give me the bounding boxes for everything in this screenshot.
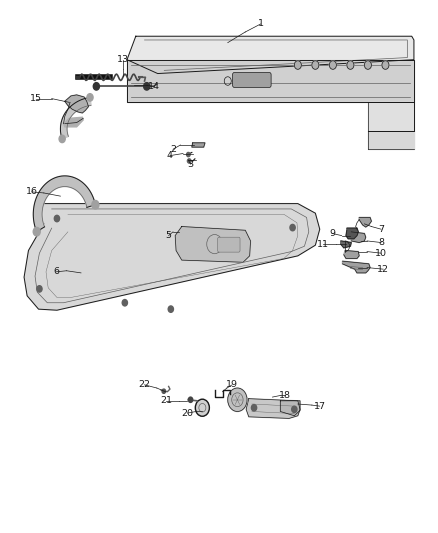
Polygon shape [343, 261, 370, 273]
Circle shape [37, 286, 42, 292]
Circle shape [292, 406, 297, 413]
Polygon shape [192, 143, 205, 147]
Polygon shape [60, 98, 91, 139]
Polygon shape [246, 399, 300, 418]
Polygon shape [33, 176, 95, 232]
Polygon shape [341, 241, 351, 248]
Polygon shape [346, 228, 358, 239]
Circle shape [347, 61, 354, 69]
Circle shape [329, 61, 336, 69]
Text: 12: 12 [377, 265, 389, 273]
Polygon shape [359, 217, 371, 227]
Polygon shape [64, 117, 83, 127]
Circle shape [364, 61, 371, 69]
Polygon shape [127, 36, 414, 74]
Text: 8: 8 [378, 238, 384, 247]
Text: 18: 18 [279, 391, 291, 400]
Polygon shape [24, 204, 320, 310]
Circle shape [162, 389, 166, 393]
Text: 15: 15 [30, 94, 42, 103]
Text: 10: 10 [375, 249, 387, 257]
Text: 7: 7 [378, 225, 384, 233]
Circle shape [187, 152, 190, 157]
Text: 17: 17 [314, 402, 326, 410]
Circle shape [59, 135, 65, 143]
Text: 14: 14 [148, 82, 160, 91]
Text: 21: 21 [160, 397, 173, 405]
Text: 5: 5 [166, 231, 172, 240]
Text: 1: 1 [258, 20, 264, 28]
Polygon shape [175, 227, 251, 262]
Polygon shape [127, 60, 414, 102]
Polygon shape [368, 102, 414, 131]
Circle shape [188, 397, 193, 402]
Text: 11: 11 [317, 240, 329, 248]
Circle shape [382, 61, 389, 69]
Circle shape [87, 94, 93, 101]
Circle shape [122, 300, 127, 306]
Circle shape [251, 405, 257, 411]
Text: 3: 3 [187, 160, 194, 168]
Circle shape [54, 215, 60, 222]
Text: 22: 22 [138, 381, 151, 389]
Text: 4: 4 [167, 151, 173, 160]
FancyBboxPatch shape [233, 72, 271, 87]
Polygon shape [65, 95, 88, 113]
Polygon shape [344, 251, 359, 259]
Text: 16: 16 [25, 188, 38, 196]
Circle shape [93, 83, 99, 90]
Text: 20: 20 [181, 409, 194, 417]
Text: 9: 9 [329, 229, 335, 238]
Circle shape [312, 61, 319, 69]
Polygon shape [280, 401, 300, 416]
Circle shape [187, 159, 191, 163]
Polygon shape [351, 232, 366, 243]
Text: 6: 6 [53, 268, 59, 276]
Text: 13: 13 [117, 55, 129, 64]
Circle shape [294, 61, 301, 69]
Text: 19: 19 [226, 381, 238, 389]
Circle shape [290, 224, 295, 231]
Circle shape [144, 83, 150, 90]
Circle shape [228, 388, 247, 411]
Text: 2: 2 [170, 145, 176, 154]
Circle shape [92, 200, 99, 209]
Circle shape [33, 228, 40, 236]
Circle shape [168, 306, 173, 312]
Circle shape [195, 399, 209, 416]
FancyBboxPatch shape [218, 237, 240, 252]
